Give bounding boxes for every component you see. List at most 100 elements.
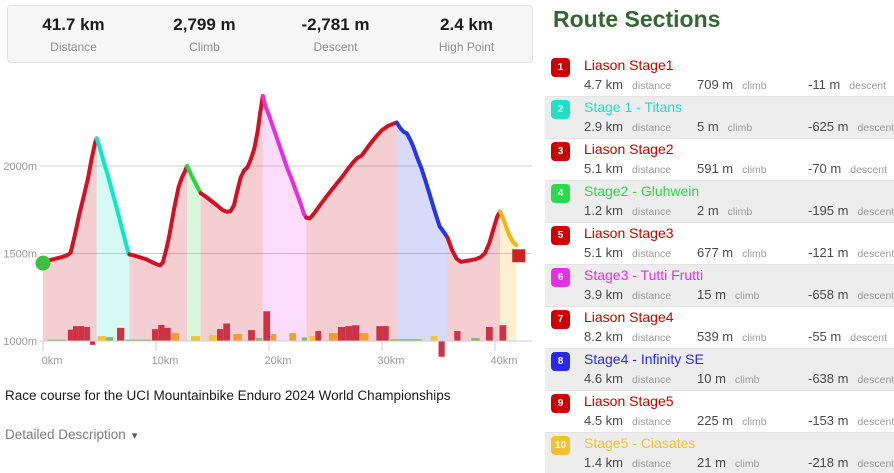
section-stat-label: distance bbox=[632, 122, 672, 134]
section-stat-value: 1.2 km bbox=[584, 203, 624, 218]
route-line-segment bbox=[260, 94, 309, 220]
gradient-bar bbox=[217, 329, 224, 341]
stat-high-point: 2.4 km High Point bbox=[401, 15, 532, 54]
section-stat-value: 4.7 km bbox=[584, 77, 624, 92]
left-panel: 41.7 km Distance 2,799 m Climb -2,781 m … bbox=[0, 5, 540, 442]
route-section-row[interactable]: 3 Liason Stage2 5.1 km distance 591 m climb -7… bbox=[545, 139, 894, 181]
section-stat-cell: -218 m descent bbox=[808, 454, 894, 472]
section-stat-label: descent bbox=[849, 80, 887, 92]
section-stat-value: 539 m bbox=[697, 329, 734, 344]
route-section-row[interactable]: 2 Stage 1 - Titans 2.9 km distance 5 m climb -… bbox=[545, 97, 894, 139]
stat-descent: -2,781 m Descent bbox=[270, 15, 401, 54]
gradient-bar bbox=[352, 325, 360, 341]
section-stat-cell: -195 m descent bbox=[808, 202, 894, 220]
route-sections-panel: Route Sections 1 Liason Stage1 4.7 km dista… bbox=[545, 0, 894, 473]
section-stat-label: climb bbox=[742, 248, 767, 260]
section-number-badge: 3 bbox=[551, 142, 570, 161]
route-line-segment bbox=[185, 164, 203, 196]
route-section-row[interactable]: 6 Stage3 - Tutti Frutti 3.9 km distance 15 m… bbox=[545, 265, 894, 307]
chart-caption: Race course for the UCI Mountainbike End… bbox=[5, 388, 451, 403]
section-stat-label: descent bbox=[857, 290, 894, 302]
route-line-segment bbox=[304, 120, 399, 221]
section-stat-cell: -638 m descent bbox=[808, 370, 894, 388]
route-section-row[interactable]: 1 Liason Stage1 4.7 km distance 709 m climb -1… bbox=[545, 55, 894, 97]
route-section-row[interactable]: 10 Stage5 - Ciasates 1.4 km distance 21 m cli… bbox=[545, 433, 894, 473]
section-stat-label: distance bbox=[632, 164, 672, 176]
gradient-bar bbox=[499, 325, 507, 341]
x-axis-tick-label: 0km bbox=[42, 355, 63, 367]
section-stats: 2.9 km distance 5 m climb -625 m descent bbox=[584, 118, 894, 136]
gradient-bar bbox=[359, 333, 369, 341]
section-title: Liason Stage2 bbox=[584, 141, 674, 157]
section-stat-label: distance bbox=[632, 374, 672, 386]
section-stat-label: distance bbox=[632, 290, 672, 302]
route-section-row[interactable]: 8 Stage4 - Infinity SE 4.6 km distance 10 m c… bbox=[545, 349, 894, 391]
gradient-bar bbox=[67, 329, 73, 341]
route-line-segment bbox=[498, 209, 519, 248]
section-stat-value: 3.9 km bbox=[584, 287, 624, 302]
gradient-bar bbox=[164, 327, 171, 341]
section-stat-label: climb bbox=[727, 122, 753, 134]
section-stat-value: -195 m bbox=[808, 203, 849, 218]
section-number-badge: 10 bbox=[551, 436, 570, 455]
section-number-badge: 9 bbox=[551, 394, 570, 413]
gradient-bar bbox=[328, 333, 338, 341]
section-title: Liason Stage1 bbox=[584, 57, 674, 73]
section-stat-label: climb bbox=[734, 290, 760, 302]
section-stat-label: descent bbox=[850, 332, 888, 344]
section-title: Stage5 - Ciasates bbox=[584, 435, 696, 451]
section-stat-value: -11 m bbox=[808, 77, 841, 92]
section-number-badge: 4 bbox=[551, 184, 570, 203]
gradient-bar bbox=[309, 336, 316, 341]
section-stat-value: 15 m bbox=[697, 287, 726, 302]
section-stat-value: -153 m bbox=[808, 413, 849, 428]
section-stat-cell: 5.1 km distance bbox=[584, 244, 671, 262]
detailed-description-toggle[interactable]: Detailed Description ▾ bbox=[5, 427, 137, 442]
stat-high-point-label: High Point bbox=[438, 39, 495, 54]
stat-descent-label: Descent bbox=[313, 39, 358, 54]
y-axis-tick-label: 1500m bbox=[3, 249, 37, 261]
section-stat-cell: 3.9 km distance bbox=[584, 286, 671, 304]
route-line-segment bbox=[198, 94, 265, 214]
section-title: Liason Stage3 bbox=[584, 225, 674, 241]
x-axis-tick-label: 30km bbox=[378, 355, 405, 367]
section-stat-value: 5.1 km bbox=[584, 161, 624, 176]
route-section-row[interactable]: 5 Liason Stage3 5.1 km distance 677 m climb -1… bbox=[545, 223, 894, 265]
section-stat-label: distance bbox=[632, 80, 672, 92]
section-stat-value: -658 m bbox=[808, 287, 849, 302]
section-stat-label: distance bbox=[632, 458, 672, 470]
gradient-bar bbox=[223, 323, 231, 341]
stage-area-fill bbox=[129, 166, 188, 341]
stat-distance-label: Distance bbox=[50, 39, 97, 54]
section-stat-value: 591 m bbox=[697, 161, 734, 176]
stage-area-fill bbox=[447, 211, 501, 341]
section-stat-label: descent bbox=[857, 206, 894, 218]
section-title: Stage2 - Gluhwein bbox=[584, 183, 700, 199]
route-section-row[interactable]: 7 Liason Stage4 8.2 km distance 539 m climb -5… bbox=[545, 307, 894, 349]
gradient-bar bbox=[97, 336, 107, 341]
elevation-profile-chart[interactable]: 0km 10km 20km 30km 40km 1000m 1500m 2000m bbox=[0, 72, 540, 372]
section-stats: 4.5 km distance 225 m climb -153 m descent bbox=[584, 412, 894, 430]
section-stat-cell: -55 m descent bbox=[808, 328, 887, 346]
section-stat-cell: -121 m descent bbox=[808, 244, 894, 262]
section-stat-cell: -11 m descent bbox=[808, 76, 886, 94]
route-section-row[interactable]: 9 Liason Stage5 4.5 km distance 225 m climb -1… bbox=[545, 391, 894, 433]
section-stats: 1.4 km distance 21 m climb -218 m descent bbox=[584, 454, 894, 472]
gradient-bar bbox=[382, 326, 389, 341]
gradient-bar bbox=[78, 326, 85, 341]
section-stat-label: descent bbox=[857, 248, 894, 260]
route-section-row[interactable]: 4 Stage2 - Gluhwein 1.2 km distance 2 m climb… bbox=[545, 181, 894, 223]
section-stat-cell: 4.5 km distance bbox=[584, 412, 671, 430]
section-stat-value: -55 m bbox=[808, 329, 842, 344]
gradient-bar bbox=[256, 338, 263, 341]
section-stats: 8.2 km distance 539 m climb -55 m descent bbox=[584, 328, 889, 346]
section-stat-label: climb bbox=[742, 164, 767, 176]
section-stat-value: 21 m bbox=[697, 455, 726, 470]
section-number-badge: 5 bbox=[551, 226, 570, 245]
section-stat-cell: 677 m climb bbox=[697, 244, 767, 262]
x-axis-tick-label: 20km bbox=[265, 355, 292, 367]
y-axis-tick-label: 2000m bbox=[3, 161, 37, 173]
stat-descent-value: -2,781 m bbox=[301, 14, 370, 34]
x-axis-tick-label: 10km bbox=[152, 355, 179, 367]
gradient-bar bbox=[485, 327, 493, 341]
